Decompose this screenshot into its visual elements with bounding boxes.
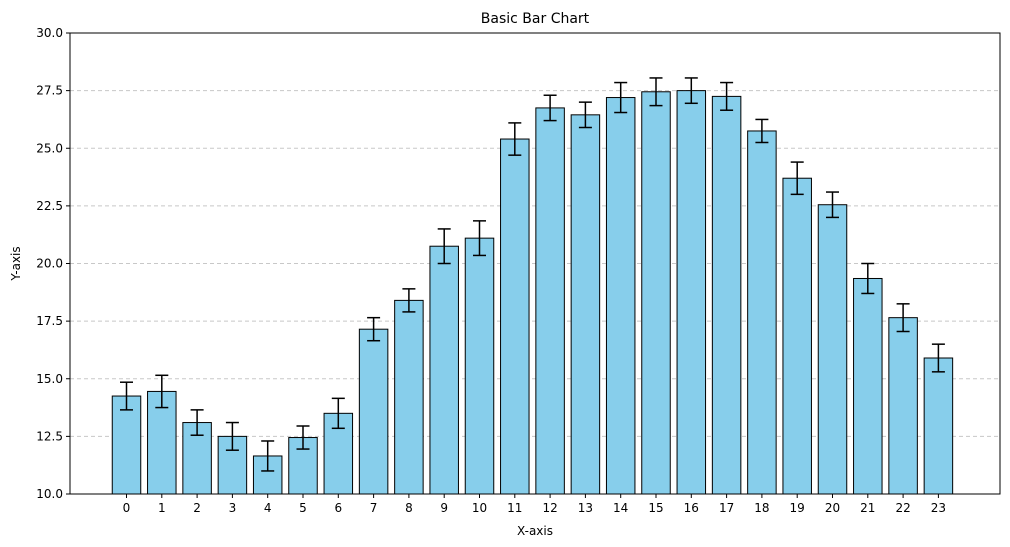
x-tick-label: 3 bbox=[229, 501, 237, 515]
bar bbox=[111, 395, 142, 495]
x-tick-label: 11 bbox=[507, 501, 522, 515]
x-tick-label: 7 bbox=[370, 501, 378, 515]
x-tick-label: 8 bbox=[405, 501, 413, 515]
y-tick-label: 22.5 bbox=[36, 199, 63, 213]
y-tick-label: 17.5 bbox=[36, 314, 63, 328]
x-tick-label: 22 bbox=[895, 501, 910, 515]
y-tick-label: 15.0 bbox=[36, 372, 63, 386]
bar bbox=[747, 130, 777, 495]
y-tick-label: 10.0 bbox=[36, 487, 63, 501]
y-axis-title: Y-axis bbox=[9, 246, 23, 281]
bar bbox=[817, 204, 848, 495]
bar bbox=[147, 390, 177, 495]
chart-title: Basic Bar Chart bbox=[481, 11, 590, 27]
x-axis-ticks: 0 1 2 3 4 5 6 7 8 9 10 11 12 13 14 15 16 17 18 19 20 21 22 23 bbox=[123, 494, 946, 515]
x-tick-label: 0 bbox=[123, 501, 131, 515]
grid-lines bbox=[70, 90, 1000, 437]
bar bbox=[853, 277, 883, 495]
x-tick-label: 6 bbox=[334, 501, 342, 515]
bars bbox=[111, 90, 954, 495]
x-tick-label: 9 bbox=[440, 501, 448, 515]
bar bbox=[641, 91, 671, 495]
x-axis-title: X-axis bbox=[517, 524, 553, 538]
bar bbox=[358, 328, 389, 495]
bar bbox=[394, 299, 424, 495]
x-tick-label: 18 bbox=[754, 501, 769, 515]
bar bbox=[570, 114, 601, 495]
x-tick-label: 16 bbox=[684, 501, 699, 515]
bar bbox=[888, 317, 918, 495]
bar bbox=[535, 107, 565, 495]
bar bbox=[923, 357, 954, 495]
x-tick-label: 19 bbox=[790, 501, 805, 515]
x-tick-label: 15 bbox=[648, 501, 663, 515]
x-tick-label: 2 bbox=[193, 501, 201, 515]
y-axis-ticks: 10.0 12.5 15.0 17.5 20.0 22.5 25.0 27.5 30.0 bbox=[36, 26, 70, 501]
y-tick-label: 27.5 bbox=[36, 84, 63, 98]
bar bbox=[500, 138, 530, 495]
bar bbox=[605, 97, 636, 495]
x-tick-label: 14 bbox=[613, 501, 628, 515]
x-tick-label: 17 bbox=[719, 501, 734, 515]
y-tick-label: 30.0 bbox=[36, 26, 63, 40]
bar bbox=[782, 177, 812, 495]
x-tick-label: 4 bbox=[264, 501, 272, 515]
y-tick-label: 25.0 bbox=[36, 141, 63, 155]
error-bars bbox=[120, 77, 945, 472]
bar bbox=[711, 95, 742, 495]
y-tick-label: 12.5 bbox=[36, 429, 63, 443]
x-tick-label: 21 bbox=[860, 501, 875, 515]
x-tick-label: 10 bbox=[472, 501, 487, 515]
bar bbox=[464, 237, 495, 495]
bar bbox=[676, 90, 707, 495]
x-tick-label: 1 bbox=[158, 501, 166, 515]
x-tick-label: 12 bbox=[542, 501, 557, 515]
x-tick-label: 5 bbox=[299, 501, 307, 515]
bar bbox=[429, 245, 459, 495]
x-tick-label: 13 bbox=[578, 501, 593, 515]
x-tick-label: 20 bbox=[825, 501, 840, 515]
y-tick-label: 20.0 bbox=[36, 257, 63, 271]
x-tick-label: 23 bbox=[931, 501, 946, 515]
